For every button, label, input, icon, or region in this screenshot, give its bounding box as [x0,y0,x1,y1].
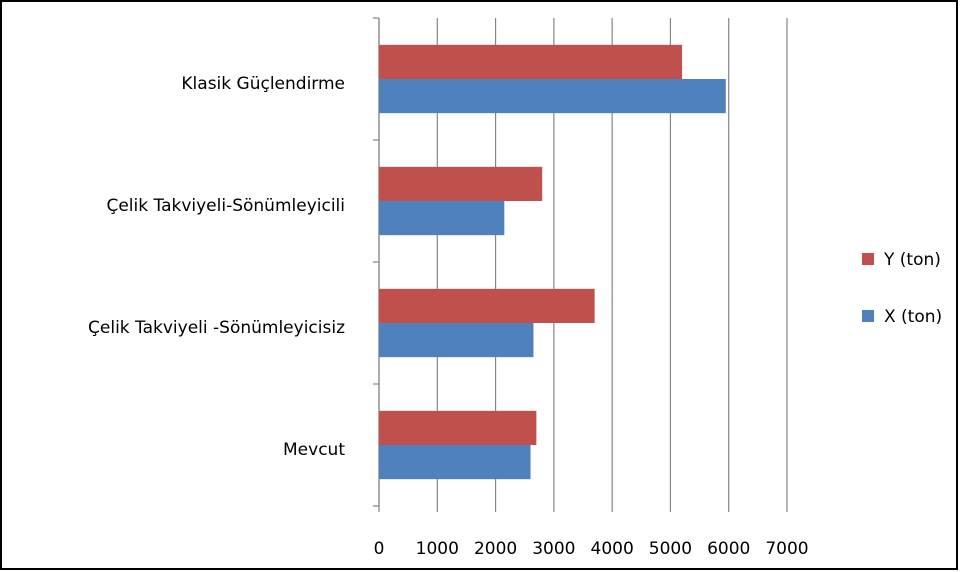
bar [379,44,683,79]
bar [379,323,534,358]
x-tick-label: 5000 [649,539,692,559]
x-tick-label: 0 [374,539,385,559]
bar [379,410,537,445]
legend-label: X (ton) [884,307,942,327]
x-tick-label: 7000 [765,539,808,559]
bar [379,166,543,201]
y-tick-label: Çelik Takviyeli -Sönümleyicisiz [88,318,345,338]
bar [379,201,505,236]
y-tick-label: Mevcut [283,440,345,460]
x-tick-label: 3000 [532,539,575,559]
y-tick-label: Klasik Güçlendirme [181,74,345,94]
legend-label: Y (ton) [883,250,941,270]
x-tick-label: 2000 [474,539,517,559]
legend-swatch [862,310,874,322]
bar [379,288,595,323]
legend-swatch [862,253,874,265]
x-tick-label: 4000 [591,539,634,559]
bar [379,445,531,480]
x-tick-label: 6000 [707,539,750,559]
bar [379,79,726,114]
y-tick-label: Çelik Takviyeli-Sönümleyicili [106,196,345,216]
x-tick-label: 1000 [416,539,459,559]
